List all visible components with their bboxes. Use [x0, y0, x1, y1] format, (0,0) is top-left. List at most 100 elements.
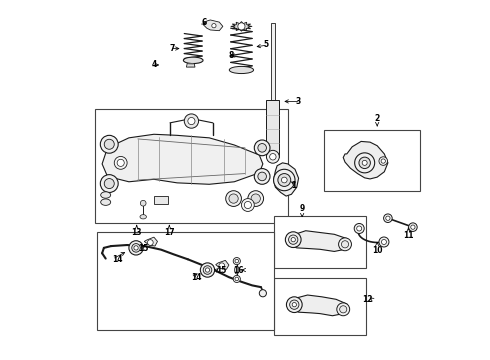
Circle shape — [381, 239, 387, 244]
Circle shape — [273, 169, 295, 191]
Circle shape — [386, 216, 390, 220]
Circle shape — [235, 259, 239, 263]
Ellipse shape — [229, 66, 253, 73]
Text: 6: 6 — [201, 18, 207, 27]
Bar — [323, 130, 420, 191]
Circle shape — [184, 114, 198, 128]
Circle shape — [229, 194, 238, 203]
Bar — [97, 232, 273, 330]
Circle shape — [242, 199, 254, 211]
Circle shape — [251, 194, 260, 203]
Circle shape — [357, 226, 362, 231]
Circle shape — [337, 303, 350, 316]
Circle shape — [248, 191, 264, 206]
Text: 16: 16 — [233, 266, 244, 275]
Text: 11: 11 — [403, 231, 414, 240]
Polygon shape — [286, 231, 350, 251]
Circle shape — [117, 159, 124, 166]
Text: 17: 17 — [164, 228, 174, 237]
Circle shape — [290, 300, 299, 309]
Polygon shape — [144, 237, 157, 246]
Circle shape — [100, 135, 118, 153]
Circle shape — [259, 290, 267, 297]
Circle shape — [379, 157, 388, 165]
Circle shape — [340, 306, 347, 313]
Polygon shape — [186, 61, 195, 67]
Circle shape — [129, 241, 143, 255]
Polygon shape — [216, 260, 229, 269]
Circle shape — [354, 224, 364, 234]
Text: 13: 13 — [131, 228, 142, 237]
Polygon shape — [343, 141, 388, 179]
Circle shape — [219, 263, 224, 269]
Circle shape — [409, 223, 417, 231]
Polygon shape — [102, 134, 263, 184]
Ellipse shape — [140, 215, 147, 219]
Circle shape — [233, 275, 241, 283]
Text: 12: 12 — [363, 295, 373, 304]
Circle shape — [254, 168, 270, 184]
Circle shape — [254, 140, 270, 156]
Circle shape — [287, 297, 302, 312]
Circle shape — [339, 238, 351, 251]
Circle shape — [104, 139, 114, 149]
Circle shape — [100, 175, 118, 193]
Text: 3: 3 — [295, 97, 300, 106]
Text: 14: 14 — [191, 273, 201, 282]
Text: 7: 7 — [170, 44, 175, 53]
Polygon shape — [273, 163, 298, 196]
Text: 10: 10 — [372, 246, 382, 255]
Circle shape — [379, 237, 389, 247]
Text: 14: 14 — [112, 255, 122, 264]
Text: 15: 15 — [139, 244, 149, 253]
Text: 1: 1 — [292, 181, 297, 190]
Circle shape — [281, 177, 287, 183]
Circle shape — [355, 153, 375, 173]
Circle shape — [114, 157, 127, 169]
Circle shape — [233, 257, 241, 265]
Circle shape — [291, 238, 295, 242]
Circle shape — [362, 160, 367, 165]
Bar — [154, 197, 168, 204]
Polygon shape — [270, 23, 275, 100]
Text: 15: 15 — [217, 266, 227, 275]
Bar — [273, 278, 367, 336]
Text: 9: 9 — [299, 204, 305, 213]
Polygon shape — [203, 20, 223, 31]
Ellipse shape — [183, 57, 203, 64]
Circle shape — [134, 246, 138, 250]
Circle shape — [342, 241, 348, 248]
Text: 8: 8 — [228, 51, 234, 60]
Circle shape — [278, 174, 291, 186]
Circle shape — [132, 244, 140, 252]
Circle shape — [411, 225, 415, 229]
Polygon shape — [231, 22, 252, 31]
Circle shape — [205, 268, 210, 272]
Circle shape — [270, 154, 276, 160]
Circle shape — [289, 235, 298, 244]
Circle shape — [384, 214, 392, 222]
Circle shape — [147, 240, 153, 246]
Circle shape — [226, 191, 242, 206]
Circle shape — [235, 277, 239, 281]
Ellipse shape — [235, 266, 239, 274]
Text: 4: 4 — [152, 60, 157, 69]
Circle shape — [140, 201, 146, 206]
Circle shape — [381, 159, 386, 163]
Text: 5: 5 — [263, 40, 268, 49]
Circle shape — [258, 144, 267, 152]
Ellipse shape — [100, 192, 111, 198]
Circle shape — [104, 179, 114, 189]
Bar — [95, 109, 288, 223]
Circle shape — [238, 23, 245, 30]
Text: 2: 2 — [374, 114, 380, 123]
Circle shape — [359, 157, 370, 168]
Circle shape — [188, 117, 195, 125]
Circle shape — [285, 232, 301, 248]
Bar — [273, 216, 367, 267]
Polygon shape — [267, 100, 279, 157]
Circle shape — [267, 150, 279, 163]
Circle shape — [245, 202, 251, 208]
Polygon shape — [288, 295, 348, 316]
Circle shape — [258, 172, 267, 181]
